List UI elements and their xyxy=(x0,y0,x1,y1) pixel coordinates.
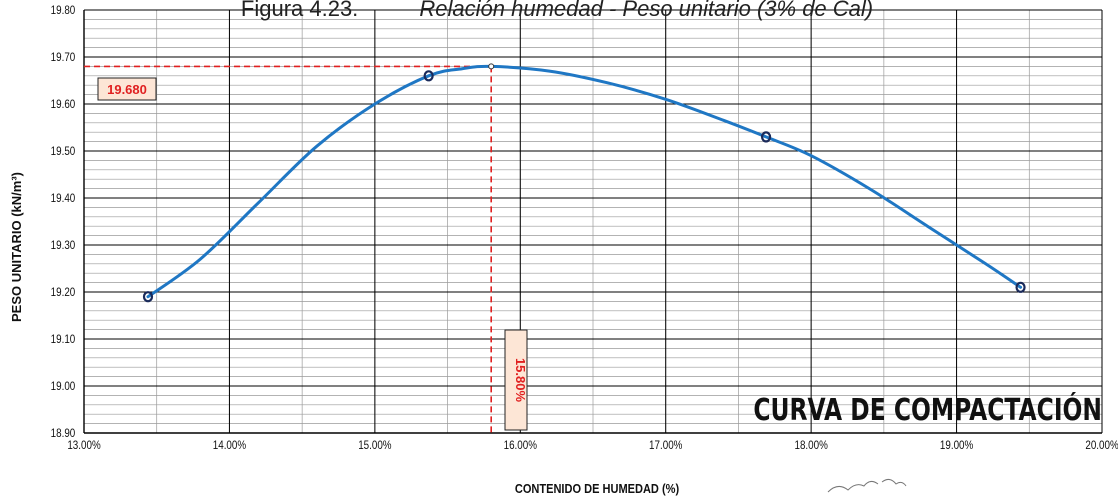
peak-point xyxy=(488,63,495,70)
x-tick-labels: 13.00% 14.00% 15.00% 16.00% 17.00% 18.00% 19.0… xyxy=(67,439,1118,452)
y-tick-label: 19.00 xyxy=(51,380,76,393)
x-tick-label: 13.00% xyxy=(67,439,101,452)
y-tick-label: 18.90 xyxy=(51,427,76,440)
max-density-label: 19.680 xyxy=(107,82,147,97)
y-tick-label: 19.40 xyxy=(51,192,76,205)
y-tick-label: 19.80 xyxy=(51,4,76,17)
figure-caption: Relación humedad - Peso unitario (3% de … xyxy=(419,0,873,21)
compaction-curve xyxy=(146,64,1023,299)
figure-number: Figura 4.23. xyxy=(241,0,358,21)
y-tick-label: 19.70 xyxy=(51,51,76,64)
major-grid xyxy=(83,9,1103,434)
data-point xyxy=(1015,281,1026,293)
y-tick-label: 19.20 xyxy=(51,286,76,299)
peak-guides xyxy=(84,65,493,433)
figure-title: Figura 4.23. Relación humedad - Peso uni… xyxy=(241,0,873,21)
x-tick-label: 19.00% xyxy=(940,439,974,452)
signature-mark xyxy=(827,478,907,493)
y-tick-label: 19.10 xyxy=(51,333,76,346)
x-tick-label: 16.00% xyxy=(504,439,538,452)
chart-title: CURVA DE COMPACTACIÓN xyxy=(753,392,1102,428)
x-axis-title: CONTENIDO DE HUMEDAD (%) xyxy=(515,481,679,496)
data-points xyxy=(142,63,1026,303)
compaction-curve-line xyxy=(146,64,1023,299)
y-tick-label: 19.60 xyxy=(51,98,76,111)
x-tick-label: 15.00% xyxy=(358,439,392,452)
x-tick-label: 14.00% xyxy=(213,439,247,452)
data-point xyxy=(760,131,772,143)
y-tick-label: 19.50 xyxy=(51,145,76,158)
x-tick-label: 18.00% xyxy=(794,439,828,452)
y-tick-label: 19.30 xyxy=(51,239,76,252)
data-point xyxy=(142,291,154,303)
data-point xyxy=(423,70,434,82)
optimum-moisture-box xyxy=(504,329,528,431)
annotations: 19.680 15.80% xyxy=(97,77,528,431)
x-tick-label: 17.00% xyxy=(649,439,683,452)
x-tick-label: 20.00% xyxy=(1085,439,1118,452)
y-tick-labels: 18.90 19.00 19.10 19.20 19.30 19.40 19.50 19.60… xyxy=(51,4,76,440)
max-density-box xyxy=(97,77,157,101)
optimum-moisture-label: 15.80% xyxy=(513,358,528,403)
y-axis-title: PESO UNITARIO (kN/m³) xyxy=(9,172,24,322)
